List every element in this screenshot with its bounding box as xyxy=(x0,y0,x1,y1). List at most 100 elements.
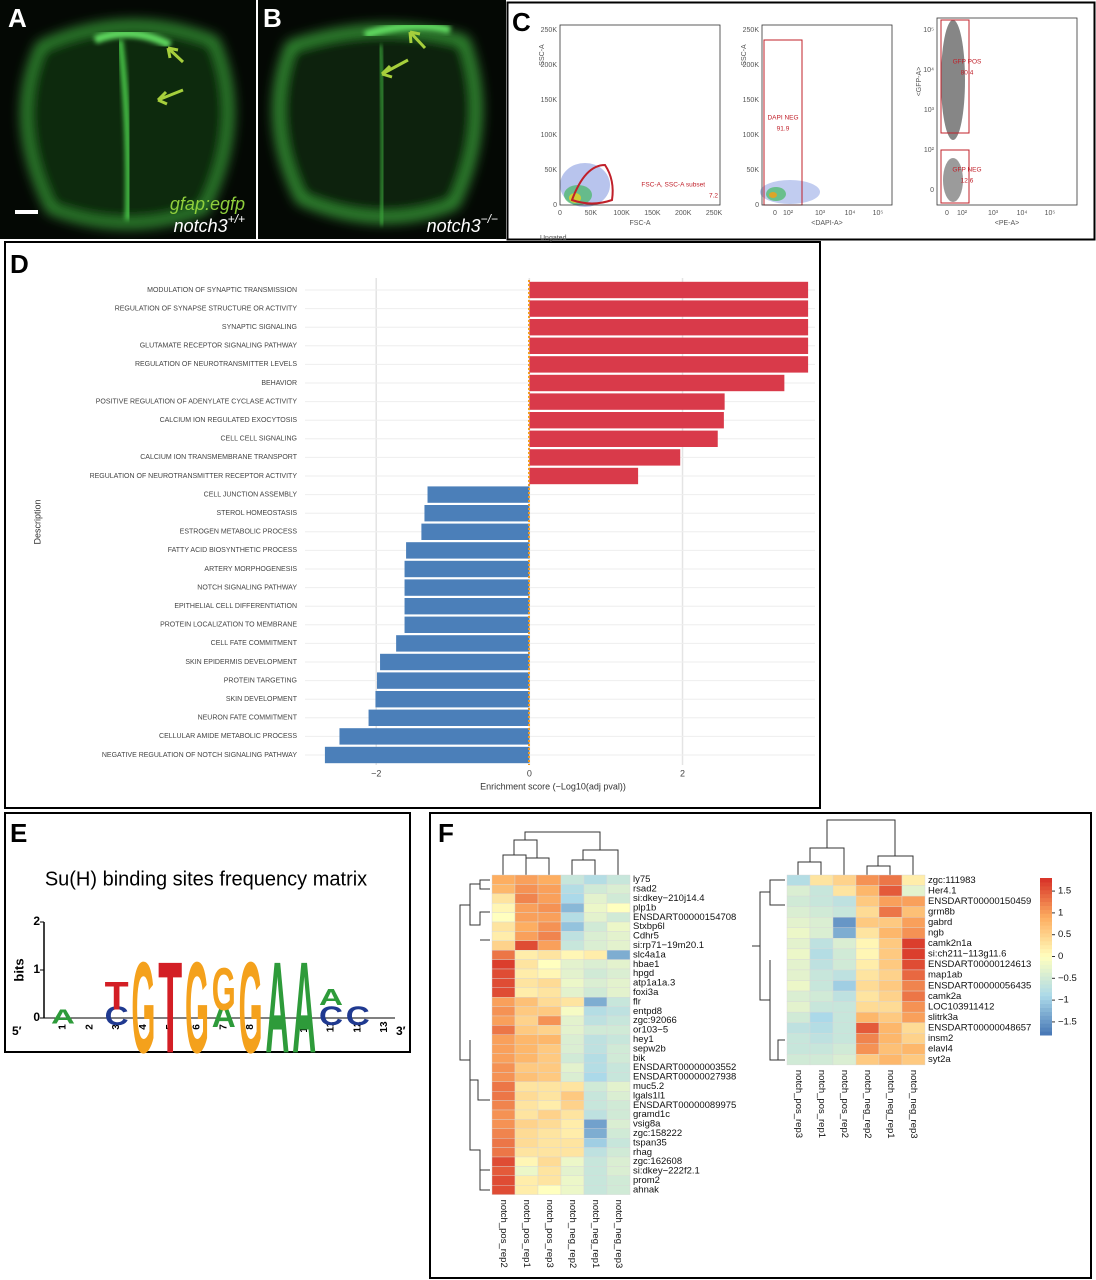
colorbar-step xyxy=(1040,1023,1052,1028)
bar xyxy=(368,709,530,726)
position-label: 10 xyxy=(299,1021,310,1033)
heat-cell xyxy=(583,1156,608,1167)
heat-cell xyxy=(491,950,516,960)
gene-label: si:dkey−222f2.1 xyxy=(633,1166,700,1177)
heat-cell xyxy=(901,1001,926,1013)
bar xyxy=(529,449,681,466)
heat-cell xyxy=(878,917,903,928)
heat-cell xyxy=(560,903,585,913)
heat-cell xyxy=(786,948,811,960)
heat-cell xyxy=(537,1175,562,1186)
heat-cell xyxy=(583,1137,608,1148)
category-label: SKIN EPIDERMIS DEVELOPMENT xyxy=(185,659,297,666)
colorbar-step xyxy=(1040,878,1052,883)
gate-name: GFP POS xyxy=(953,59,982,66)
heat-cell xyxy=(491,1062,516,1073)
heat-cell xyxy=(537,959,562,970)
heat-cell xyxy=(491,1090,516,1101)
gene-label: vsig8a xyxy=(633,1119,661,1130)
heat-cell xyxy=(809,874,834,886)
sample-label: notch_neg_rep2 xyxy=(862,1070,873,1139)
heat-cell xyxy=(491,921,516,932)
heat-cell xyxy=(514,1081,539,1092)
heat-cell xyxy=(491,903,516,913)
gate-percent: 91.9 xyxy=(777,126,790,133)
x-tick-label: 150K xyxy=(644,210,661,217)
x-tick-label: 0 xyxy=(773,210,777,217)
heat-cell xyxy=(786,895,811,907)
sample-label: notch_pos_rep2 xyxy=(839,1070,850,1138)
heat-cell xyxy=(832,1011,857,1023)
y-axis-label: bits xyxy=(11,958,26,981)
position-label: 9 xyxy=(272,1024,283,1030)
heat-cell xyxy=(606,884,631,895)
gene-label: ngb xyxy=(928,928,944,939)
heat-cell xyxy=(809,1011,834,1023)
heat-cell xyxy=(491,874,516,885)
logo-letter: G xyxy=(131,934,155,1080)
gene-label: sepw2b xyxy=(633,1043,666,1054)
heat-cell xyxy=(537,1062,562,1073)
heat-cell xyxy=(832,885,857,897)
bar xyxy=(529,281,809,299)
logo-letter: C xyxy=(346,1001,370,1031)
sample-label: notch_pos_rep3 xyxy=(793,1070,804,1138)
gene-label: gabrd xyxy=(928,917,952,928)
bar xyxy=(421,523,530,540)
heat-cell xyxy=(583,1109,608,1120)
heat-cell xyxy=(583,1166,608,1177)
gate-percent: 80.4 xyxy=(961,70,974,77)
position-label: 4 xyxy=(138,1024,149,1030)
colorbar-step xyxy=(1040,889,1052,895)
x-axis-label: <PE-A> xyxy=(995,220,1020,227)
heat-cell xyxy=(560,1175,585,1186)
logo-end: 3′ xyxy=(396,1024,406,1038)
heat-cell xyxy=(786,1011,811,1023)
heat-cell xyxy=(537,1072,562,1083)
panel-label: A xyxy=(8,3,27,33)
heat-cell xyxy=(514,903,539,913)
gene-label: si:ch211−113g11.6 xyxy=(928,949,1006,960)
y-tick-label: 50K xyxy=(545,167,558,174)
colorbar-step xyxy=(1040,901,1052,906)
heat-cell xyxy=(606,912,631,923)
heat-cell xyxy=(809,990,834,1002)
panel-frame xyxy=(4,812,411,1053)
logo-letter: A xyxy=(51,1006,75,1028)
colorbar-label: −1.5 xyxy=(1058,1016,1077,1027)
colorbar-step xyxy=(1040,881,1052,887)
colorbar-label: 1.5 xyxy=(1058,886,1071,897)
heat-cell xyxy=(606,893,631,904)
heat-cell xyxy=(514,1090,539,1101)
x-tick-label: 10⁵ xyxy=(1045,210,1056,217)
bar xyxy=(529,319,809,336)
gene-label: hey1 xyxy=(633,1034,654,1045)
heat-cell xyxy=(537,1053,562,1064)
colorbar-step xyxy=(1040,893,1052,899)
y-tick-label: 10³ xyxy=(924,107,935,114)
heat-cell xyxy=(832,1043,857,1055)
heat-cell xyxy=(514,893,539,904)
heat-cell xyxy=(855,1043,880,1055)
heat-cell xyxy=(832,906,857,918)
heat-cell xyxy=(537,940,562,951)
sample-label: notch_neg_rep2 xyxy=(567,1200,578,1269)
colorbar-step xyxy=(1040,956,1052,961)
genotype: notch3 xyxy=(427,216,481,236)
heat-cell xyxy=(491,968,516,979)
heat-cell xyxy=(583,1025,608,1036)
panel-frame xyxy=(4,241,821,809)
colorbar-step xyxy=(1040,917,1052,922)
colorbar-label: −0.5 xyxy=(1058,973,1077,984)
logo-letter: T xyxy=(105,974,129,1018)
heat-cell xyxy=(832,959,857,971)
heat-cell xyxy=(809,948,834,960)
x-tick-label: 200K xyxy=(675,210,692,217)
heat-cell xyxy=(514,1043,539,1054)
heat-cell xyxy=(855,938,880,950)
colorbar-step xyxy=(1040,948,1052,954)
category-label: STEROL HOMEOSTASIS xyxy=(216,510,297,517)
category-label: REGULATION OF NEUROTRANSMITTER LEVELS xyxy=(135,361,297,368)
position-label: 7 xyxy=(218,1024,229,1030)
x-tick-label: 50K xyxy=(585,210,598,217)
